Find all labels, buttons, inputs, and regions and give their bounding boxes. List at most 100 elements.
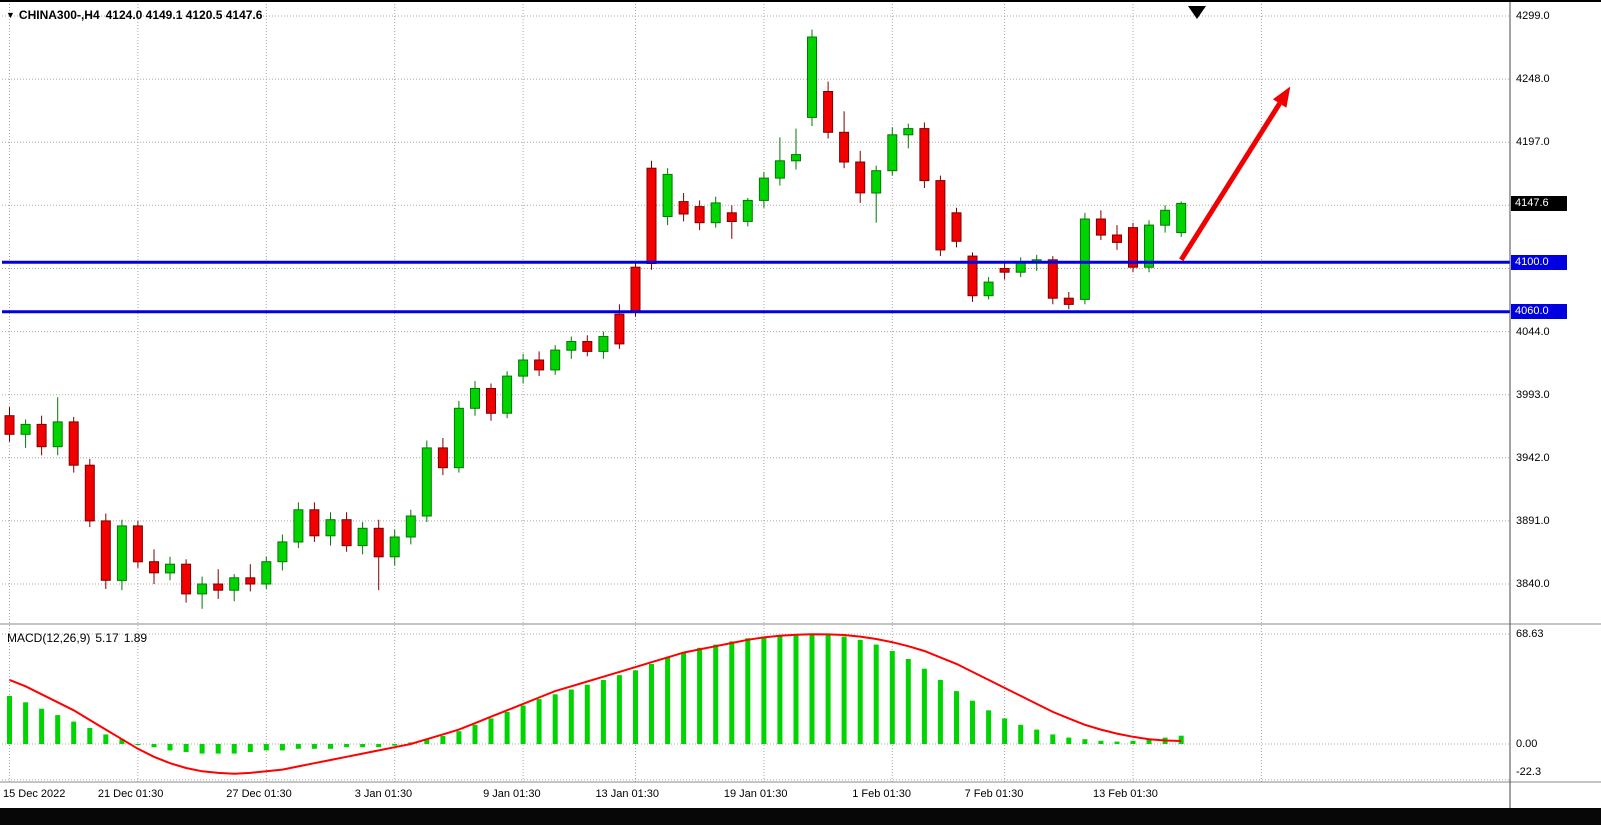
candle[interactable]: [742, 197, 753, 227]
symbol-period-label: CHINA300-,H4: [18, 8, 100, 22]
symbol-dropdown-icon[interactable]: ▼: [6, 10, 15, 20]
candle[interactable]: [1015, 257, 1026, 278]
candle[interactable]: [791, 128, 801, 170]
candle[interactable]: [149, 549, 159, 584]
macd-bar: [504, 711, 510, 744]
chart-canvas[interactable]: [0, 2, 1601, 808]
candle[interactable]: [165, 556, 175, 581]
candle[interactable]: [807, 29, 817, 127]
candle[interactable]: [726, 205, 737, 239]
candle[interactable]: [373, 519, 384, 591]
candle[interactable]: [213, 569, 224, 599]
macd-bar: [440, 736, 446, 744]
candle[interactable]: [935, 175, 946, 257]
candle[interactable]: [1063, 292, 1074, 310]
candle[interactable]: [4, 407, 15, 442]
candle[interactable]: [646, 160, 657, 270]
candle[interactable]: [903, 123, 914, 149]
candles: [4, 29, 1187, 609]
macd-bar: [713, 644, 719, 744]
macd-bar: [103, 734, 109, 744]
candle[interactable]: [470, 381, 480, 416]
time-axis-label: 13 Feb 01:30: [1093, 788, 1158, 800]
macd-bar: [954, 691, 959, 744]
trend-arrow[interactable]: [1179, 86, 1291, 262]
candle[interactable]: [710, 196, 721, 228]
candle[interactable]: [774, 137, 785, 186]
candle[interactable]: [823, 81, 834, 139]
candle[interactable]: [245, 564, 256, 592]
candle[interactable]: [534, 351, 545, 377]
candle[interactable]: [951, 207, 962, 248]
candle[interactable]: [36, 415, 47, 456]
candle[interactable]: [582, 335, 593, 357]
candle[interactable]: [566, 336, 577, 359]
candle[interactable]: [325, 512, 336, 546]
candle[interactable]: [197, 576, 208, 609]
candle[interactable]: [1176, 201, 1187, 237]
candle[interactable]: [1095, 210, 1106, 240]
candle[interactable]: [389, 529, 400, 566]
candle[interactable]: [229, 574, 240, 602]
candle[interactable]: [598, 331, 609, 359]
candle[interactable]: [855, 150, 866, 203]
candle[interactable]: [887, 127, 898, 176]
macd-axis-label: 68.63: [1516, 627, 1544, 640]
candle[interactable]: [84, 459, 95, 528]
candle[interactable]: [758, 171, 769, 208]
candle[interactable]: [293, 502, 304, 549]
macd-bar: [729, 641, 735, 744]
candle[interactable]: [421, 440, 432, 523]
macd-axis-label: 0.00: [1516, 738, 1538, 750]
candle[interactable]: [502, 371, 513, 419]
candle[interactable]: [983, 277, 994, 300]
candle[interactable]: [630, 261, 641, 317]
candle[interactable]: [52, 397, 63, 456]
candle[interactable]: [919, 122, 930, 188]
macd-signal-value: 1.89: [123, 631, 148, 645]
candle[interactable]: [132, 520, 143, 568]
time-gridlines: [9, 4, 1262, 782]
candle[interactable]: [1144, 220, 1154, 273]
candle[interactable]: [181, 559, 192, 603]
candle[interactable]: [405, 509, 416, 545]
candle[interactable]: [277, 534, 288, 571]
candle[interactable]: [20, 419, 31, 448]
candle[interactable]: [100, 513, 111, 590]
candle[interactable]: [1079, 212, 1090, 305]
candle[interactable]: [967, 252, 978, 302]
macd-bar: [681, 652, 687, 744]
candle[interactable]: [518, 353, 529, 384]
candle[interactable]: [486, 383, 496, 421]
candle[interactable]: [341, 512, 352, 552]
candle[interactable]: [1047, 256, 1058, 305]
macd-bar: [1098, 740, 1104, 744]
price-axis-label: 4248.0: [1516, 73, 1550, 86]
candle[interactable]: [678, 193, 689, 222]
macd-bar: [424, 739, 430, 744]
candle[interactable]: [550, 345, 561, 375]
candle[interactable]: [999, 262, 1010, 280]
candle[interactable]: [309, 502, 320, 542]
macd-bar: [665, 657, 671, 744]
macd-bar: [777, 635, 783, 744]
candle[interactable]: [1160, 205, 1171, 233]
candle[interactable]: [1112, 225, 1122, 250]
macd-bar: [1066, 737, 1072, 744]
symbol-header: ▼ CHINA300-,H4 4124.0 4149.1 4120.5 4147.6: [6, 8, 262, 22]
macd-bar: [1034, 729, 1040, 744]
candle[interactable]: [357, 522, 368, 555]
chart-shift-marker[interactable]: [1188, 6, 1206, 19]
candle[interactable]: [1128, 222, 1138, 273]
candle[interactable]: [261, 556, 272, 589]
candle[interactable]: [694, 200, 705, 231]
macd-bar: [231, 744, 237, 754]
candle[interactable]: [662, 168, 673, 226]
candle[interactable]: [871, 165, 882, 223]
macd-bar: [39, 708, 45, 744]
candle[interactable]: [437, 438, 448, 476]
candle[interactable]: [453, 400, 464, 473]
candle[interactable]: [116, 519, 127, 591]
candle[interactable]: [839, 111, 850, 169]
candle[interactable]: [68, 416, 79, 473]
